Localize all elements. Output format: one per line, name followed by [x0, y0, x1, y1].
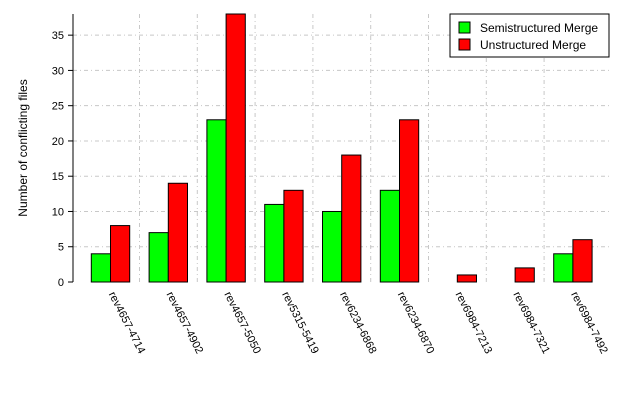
y-tick-label: 0: [58, 277, 64, 289]
y-tick-label: 30: [52, 65, 64, 77]
x-tick-label: rev6984-7492: [568, 290, 610, 356]
legend-label-semistructured: Semistructured Merge: [480, 21, 598, 35]
bar-semistructured-rev6234-6868: [322, 210, 343, 283]
x-tick-label: rev6234-6870: [395, 290, 437, 356]
x-tick-label: rev4657-5050: [221, 290, 263, 356]
bar-unstructured-rev6984-7213: [456, 274, 477, 283]
x-tick-labels: rev4657-4714 rev4657-4902 rev4657-5050 rev5…: [106, 290, 610, 356]
legend: Semistructured Merge Unstructured Merge: [449, 13, 610, 58]
bar-semistructured-rev6984-7492: [553, 253, 574, 283]
legend-box: [449, 13, 610, 58]
bar-semistructured-rev5315-5419: [264, 203, 285, 283]
x-tick-label: rev6234-6868: [337, 290, 379, 356]
bar-semistructured-rev4657-5050: [206, 119, 227, 283]
bars: [90, 13, 593, 283]
bar-semistructured-rev6234-6870: [379, 189, 400, 283]
x-tick-label: rev6984-7321: [510, 290, 552, 356]
bar-unstructured-rev4657-5050: [225, 13, 246, 283]
grid: [73, 14, 612, 282]
bar-unstructured-rev6234-6868: [341, 154, 362, 283]
bar-semistructured-rev4657-4902: [148, 232, 169, 283]
x-tick-label: rev4657-4902: [164, 290, 206, 356]
bar-unstructured-rev5315-5419: [283, 189, 304, 283]
y-tick-label: 20: [52, 136, 64, 148]
bar-unstructured-rev6984-7321: [514, 267, 535, 283]
y-tick-label: 5: [58, 242, 64, 254]
y-ticks: 0 5 10 15 20 25 30 35: [52, 30, 73, 289]
x-tick-label: rev4657-4714: [106, 290, 148, 356]
x-tick-label: rev5315-5419: [279, 290, 321, 356]
bar-unstructured-rev6984-7492: [572, 239, 593, 283]
y-tick-label: 15: [52, 171, 64, 183]
legend-label-unstructured: Unstructured Merge: [480, 38, 586, 52]
bar-semistructured-rev4657-4714: [90, 253, 112, 283]
x-tick-label: rev6984-7213: [453, 290, 495, 356]
y-tick-label: 25: [52, 101, 64, 113]
bar-unstructured-rev4657-4714: [110, 225, 131, 283]
y-axis-title: Number of conflicting files: [16, 79, 30, 216]
y-tick-label: 10: [52, 206, 64, 218]
legend-swatch-semistructured: [458, 21, 471, 34]
bar-unstructured-rev4657-4902: [167, 182, 189, 283]
bar-unstructured-rev6234-6870: [399, 119, 420, 283]
legend-swatch-unstructured: [458, 38, 471, 51]
y-tick-label: 35: [52, 30, 64, 42]
